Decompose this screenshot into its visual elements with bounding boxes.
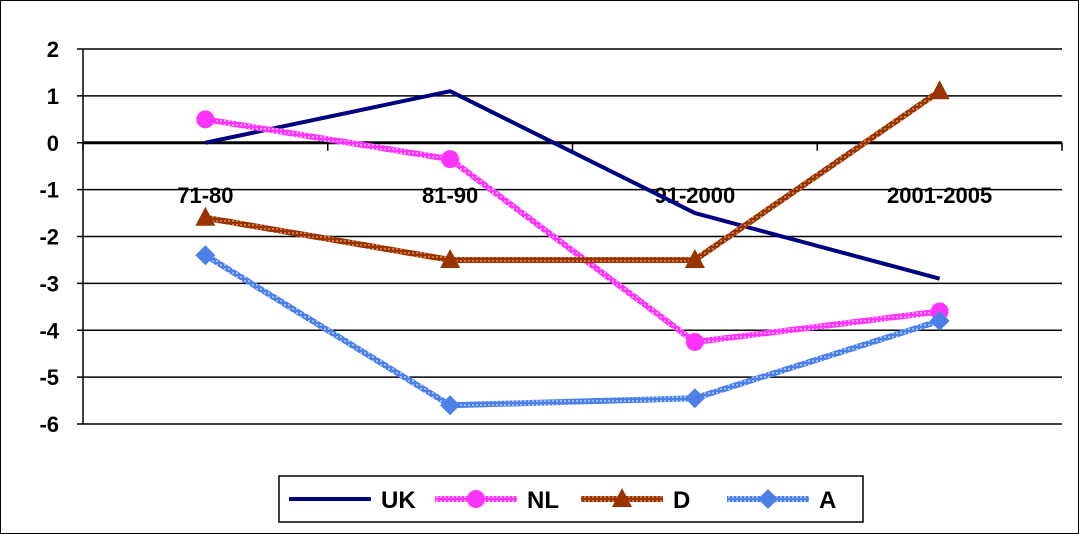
legend-label-uk: UK bbox=[381, 487, 416, 514]
y-tick-label: 2 bbox=[47, 37, 59, 62]
legend-marker-d bbox=[612, 488, 632, 507]
legend-label-nl: NL bbox=[527, 487, 559, 514]
legend-label-d: D bbox=[673, 487, 690, 514]
data-point-nl-91-2000 bbox=[685, 332, 704, 351]
y-tick-label: 0 bbox=[47, 131, 59, 156]
data-point-a-81-90 bbox=[440, 395, 461, 416]
y-tick-label: -1 bbox=[39, 178, 59, 203]
series-a bbox=[195, 245, 950, 416]
x-tick-label-71-80: 71-80 bbox=[177, 183, 233, 208]
y-tick-label: -2 bbox=[39, 225, 59, 250]
grid-lines bbox=[83, 48, 1062, 425]
legend-marker-a bbox=[758, 489, 778, 509]
axes: 2 1 0 -1 -2 -3 -4 -5 -6 71-80 81-90 91-2000 2001-200… bbox=[39, 37, 1063, 437]
legend: UK NL D A bbox=[278, 475, 864, 523]
legend-marker-nl bbox=[467, 490, 485, 508]
y-tick-label: -3 bbox=[39, 271, 59, 296]
data-point-nl-71-80 bbox=[196, 110, 215, 129]
data-point-a-2001-2005 bbox=[929, 310, 950, 331]
y-tick-label: -5 bbox=[39, 365, 59, 390]
x-tick-label-91-2000: 91-2000 bbox=[655, 183, 736, 208]
data-point-a-71-80 bbox=[195, 245, 216, 266]
series-line-nl bbox=[204, 116, 940, 345]
series-line-d bbox=[204, 88, 942, 263]
y-tick-label: -4 bbox=[39, 318, 59, 343]
y-tick-label: 1 bbox=[47, 84, 59, 109]
x-tick-label-81-90: 81-90 bbox=[422, 183, 478, 208]
series-d bbox=[195, 80, 950, 268]
series-lines bbox=[195, 80, 950, 416]
legend-item-uk: UK bbox=[289, 487, 416, 514]
x-tick-label-2001-2005: 2001-2005 bbox=[887, 183, 992, 208]
data-point-d-2001-2005 bbox=[929, 80, 950, 100]
y-tick-label: -6 bbox=[39, 412, 59, 437]
series-uk bbox=[204, 89, 941, 281]
legend-item-nl: NL bbox=[435, 487, 559, 514]
data-point-a-91-2000 bbox=[684, 388, 705, 409]
data-point-d-91-2000 bbox=[684, 248, 705, 268]
series-line-uk bbox=[204, 89, 941, 281]
data-point-nl-81-90 bbox=[441, 150, 460, 169]
legend-item-a: A bbox=[727, 487, 836, 514]
legend-item-d: D bbox=[581, 487, 690, 514]
legend-label-a: A bbox=[819, 487, 836, 514]
series-line-a bbox=[203, 252, 941, 409]
data-point-d-71-80 bbox=[195, 206, 216, 226]
data-point-d-81-90 bbox=[440, 248, 461, 268]
